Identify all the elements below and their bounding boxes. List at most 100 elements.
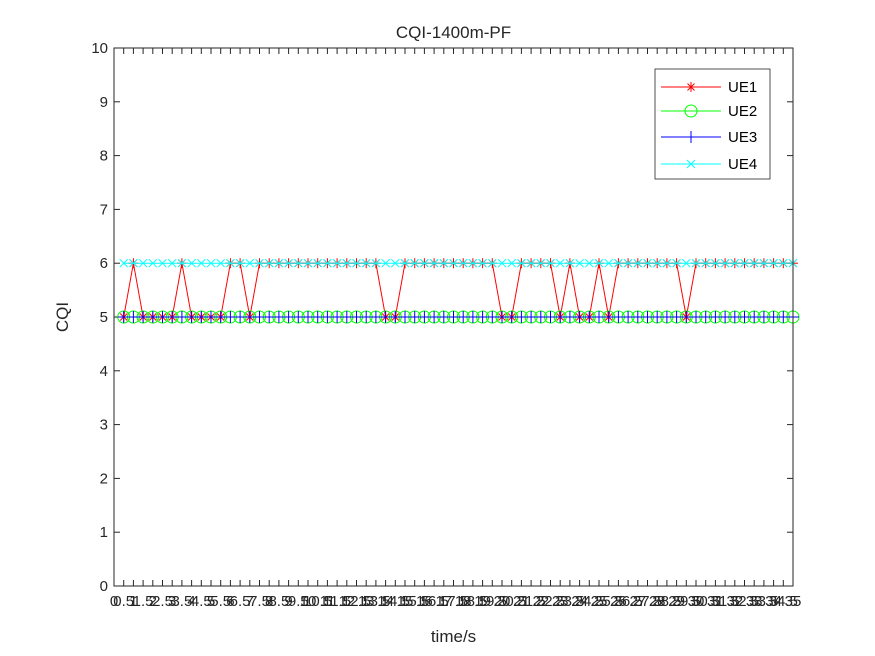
data-point-marker <box>633 258 643 268</box>
x-tick-label: 20 <box>494 593 511 610</box>
x-tick-label: 12 <box>338 593 355 610</box>
legend-label: UE1 <box>728 79 757 96</box>
x-tick-label: 17.5 <box>439 593 468 610</box>
y-tick-label: 1 <box>100 524 108 541</box>
y-tick-label: 10 <box>91 40 108 57</box>
x-tick-label: 12.5 <box>342 593 371 610</box>
x-tick-label: 1.5 <box>133 593 154 610</box>
data-point-marker <box>216 258 226 268</box>
data-point-marker <box>429 258 439 268</box>
data-point-marker <box>526 258 536 268</box>
x-tick-label: 24 <box>571 593 588 610</box>
legend-marker <box>684 104 698 118</box>
y-tick-label: 8 <box>100 148 108 165</box>
x-tick-label: 10 <box>300 593 317 610</box>
data-point-marker <box>293 258 303 268</box>
data-point-marker <box>226 258 235 268</box>
data-point-marker <box>701 258 711 268</box>
x-tick-label: 19 <box>474 593 491 610</box>
data-point-marker <box>342 258 352 268</box>
x-tick-label: 7 <box>246 593 254 610</box>
legend-label: UE2 <box>728 103 757 120</box>
data-point-marker <box>604 258 614 268</box>
data-point-marker <box>313 258 323 268</box>
data-point-marker <box>681 258 691 268</box>
x-tick-label: 3.5 <box>171 593 192 610</box>
x-tick-label: 8.5 <box>268 593 289 610</box>
x-tick-label: 34.5 <box>769 593 798 610</box>
y-tick-label: 5 <box>100 309 108 326</box>
y-axis-label: CQI <box>53 302 72 332</box>
data-point-marker <box>449 258 458 268</box>
x-tick-label: 33 <box>746 593 763 610</box>
x-tick-label: 6 <box>226 593 234 610</box>
y-tick-label: 3 <box>100 417 108 434</box>
data-point-marker <box>778 258 788 268</box>
data-point-marker <box>759 258 769 268</box>
x-tick-label: 15 <box>397 593 414 610</box>
y-tick-label: 2 <box>100 470 108 487</box>
data-point-marker <box>623 258 633 268</box>
x-tick-label: 24.5 <box>575 593 604 610</box>
x-tick-label: 14 <box>377 593 394 610</box>
data-point-marker <box>129 258 138 268</box>
x-tick-label: 31.5 <box>710 593 739 610</box>
x-tick-label: 29.5 <box>672 593 701 610</box>
y-tick-label: 0 <box>100 578 108 595</box>
x-tick-label: 2 <box>149 593 157 610</box>
x-tick-label: 9 <box>284 593 292 610</box>
data-point-marker <box>167 258 177 268</box>
data-point-marker <box>235 258 245 268</box>
legend-marker <box>686 159 696 169</box>
x-tick-label: 20.5 <box>497 593 526 610</box>
y-tick-label: 4 <box>100 363 108 380</box>
legend-marker <box>686 82 696 92</box>
x-tick-label: 6.5 <box>230 593 251 610</box>
data-point-marker <box>274 258 284 268</box>
data-point-marker <box>420 258 429 268</box>
data-point-marker <box>711 258 720 268</box>
x-tick-label: 2.5 <box>152 593 173 610</box>
x-tick-label: 9.5 <box>288 593 309 610</box>
x-tick-label: 35 <box>785 593 802 610</box>
x-tick-label: 23 <box>552 593 569 610</box>
x-tick-label: 26 <box>610 593 627 610</box>
data-point-marker <box>565 258 575 268</box>
x-tick-label: 25.5 <box>594 593 623 610</box>
data-point-marker <box>691 258 701 268</box>
data-point-marker <box>158 258 167 268</box>
data-point-marker <box>187 258 196 268</box>
data-point-marker <box>332 258 342 268</box>
series-layer <box>117 258 800 324</box>
data-point-marker <box>206 258 216 268</box>
data-point-marker <box>284 258 293 268</box>
data-point-marker <box>740 258 749 268</box>
legend-label: UE3 <box>728 129 757 146</box>
data-point-marker <box>177 258 187 268</box>
data-point-marker <box>730 258 740 268</box>
x-tick-label: 0 <box>110 593 118 610</box>
data-point-marker <box>119 258 129 268</box>
x-tick-label: 22.5 <box>536 593 565 610</box>
x-tick-label: 28 <box>649 593 666 610</box>
x-axis-label: time/s <box>431 627 476 646</box>
legend-entry-ue2: UE2 <box>661 103 757 120</box>
data-point-marker <box>138 258 148 268</box>
x-tick-label: 4 <box>187 593 195 610</box>
data-point-marker <box>575 258 584 268</box>
y-tick-label: 7 <box>100 201 108 218</box>
data-point-marker <box>555 258 565 268</box>
plot-frame <box>113 47 794 587</box>
data-point-marker <box>439 258 449 268</box>
data-point-marker <box>662 258 672 268</box>
legend-entry-ue1: UE1 <box>661 79 757 96</box>
data-point-marker <box>584 258 594 268</box>
data-point-marker <box>381 258 390 268</box>
x-tick-label: 17 <box>435 593 452 610</box>
data-point-marker <box>546 258 555 268</box>
legend-marker <box>685 131 697 143</box>
x-tick-label: 11.5 <box>323 593 351 610</box>
data-point-marker <box>497 258 507 268</box>
x-tick-label: 8 <box>265 593 273 610</box>
x-tick-label: 13 <box>358 593 375 610</box>
